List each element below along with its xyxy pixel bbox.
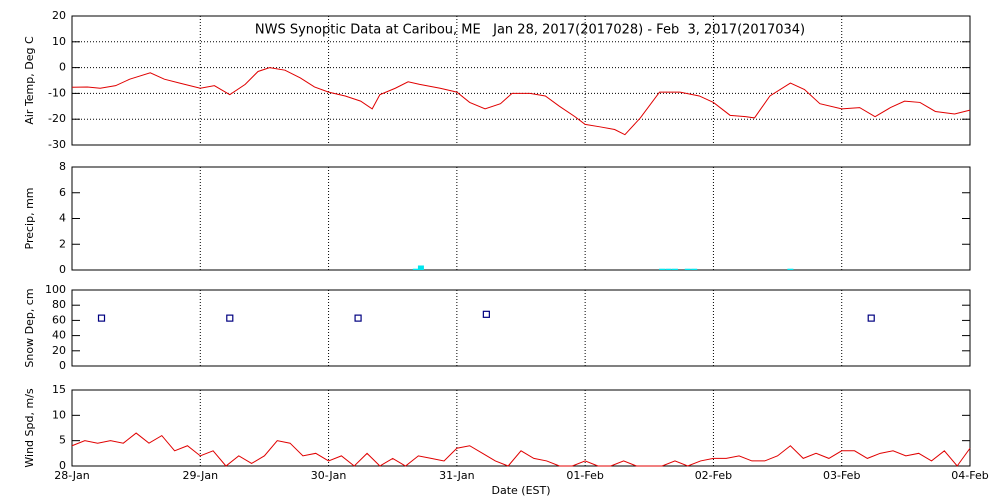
x-tick-label: 28-Jan [54, 469, 90, 482]
panel-frame [71, 389, 971, 467]
y-tick-label: 10 [52, 408, 66, 421]
data-line [71, 67, 971, 136]
chart-title: NWS Synoptic Data at Caribou, ME Jan 28,… [255, 23, 805, 38]
y-tick-label: 20 [52, 9, 66, 22]
y-tick-label: 0 [59, 359, 66, 372]
y-axis-title: Wind Spd, m/s [23, 388, 36, 468]
x-tick-label: 03-Feb [823, 469, 860, 482]
point [867, 314, 875, 322]
y-tick-label: 2 [59, 237, 66, 250]
y-tick-label: 0 [59, 459, 66, 472]
x-tick-label: 31-Jan [439, 469, 475, 482]
data-line [71, 432, 971, 467]
y-tick-label: 80 [52, 298, 66, 311]
bar [659, 268, 666, 270]
y-axis-title: Precip, mm [23, 188, 36, 250]
point [226, 314, 234, 322]
y-axis-title: Air Temp, Deg C [23, 36, 36, 125]
y-tick-label: 5 [59, 434, 66, 447]
x-tick-label: 29-Jan [183, 469, 219, 482]
y-tick-label: -10 [48, 86, 66, 99]
x-tick-label: 01-Feb [566, 469, 603, 482]
y-tick-label: 15 [52, 383, 66, 396]
panel-frame [71, 166, 971, 271]
y-tick-label: 100 [45, 283, 66, 296]
x-tick-label: 04-Feb [951, 469, 988, 482]
point [354, 314, 362, 322]
point [97, 314, 106, 322]
y-axis-title: Snow Dep, cm [23, 288, 36, 367]
bar [417, 265, 424, 270]
y-tick-label: 10 [52, 35, 66, 48]
bar [691, 268, 698, 270]
point [482, 310, 490, 318]
y-tick-label: 0 [59, 61, 66, 74]
y-tick-label: 40 [52, 329, 66, 342]
bar [684, 268, 691, 270]
y-tick-label: -20 [48, 112, 66, 125]
y-tick-label: 60 [52, 313, 66, 326]
y-tick-label: -30 [48, 138, 66, 151]
x-tick-label: 30-Jan [311, 469, 347, 482]
bar [665, 268, 672, 270]
bar [412, 268, 419, 270]
y-tick-label: 0 [59, 263, 66, 276]
panel-frame [71, 289, 971, 367]
bar [787, 268, 794, 270]
x-tick-label: 02-Feb [695, 469, 732, 482]
y-tick-label: 6 [59, 186, 66, 199]
y-tick-label: 4 [59, 212, 66, 225]
x-axis-title: Date (EST) [491, 484, 550, 497]
y-tick-label: 20 [52, 344, 66, 357]
panel-frame [71, 15, 971, 146]
bar [671, 268, 678, 270]
y-tick-label: 8 [59, 160, 66, 173]
